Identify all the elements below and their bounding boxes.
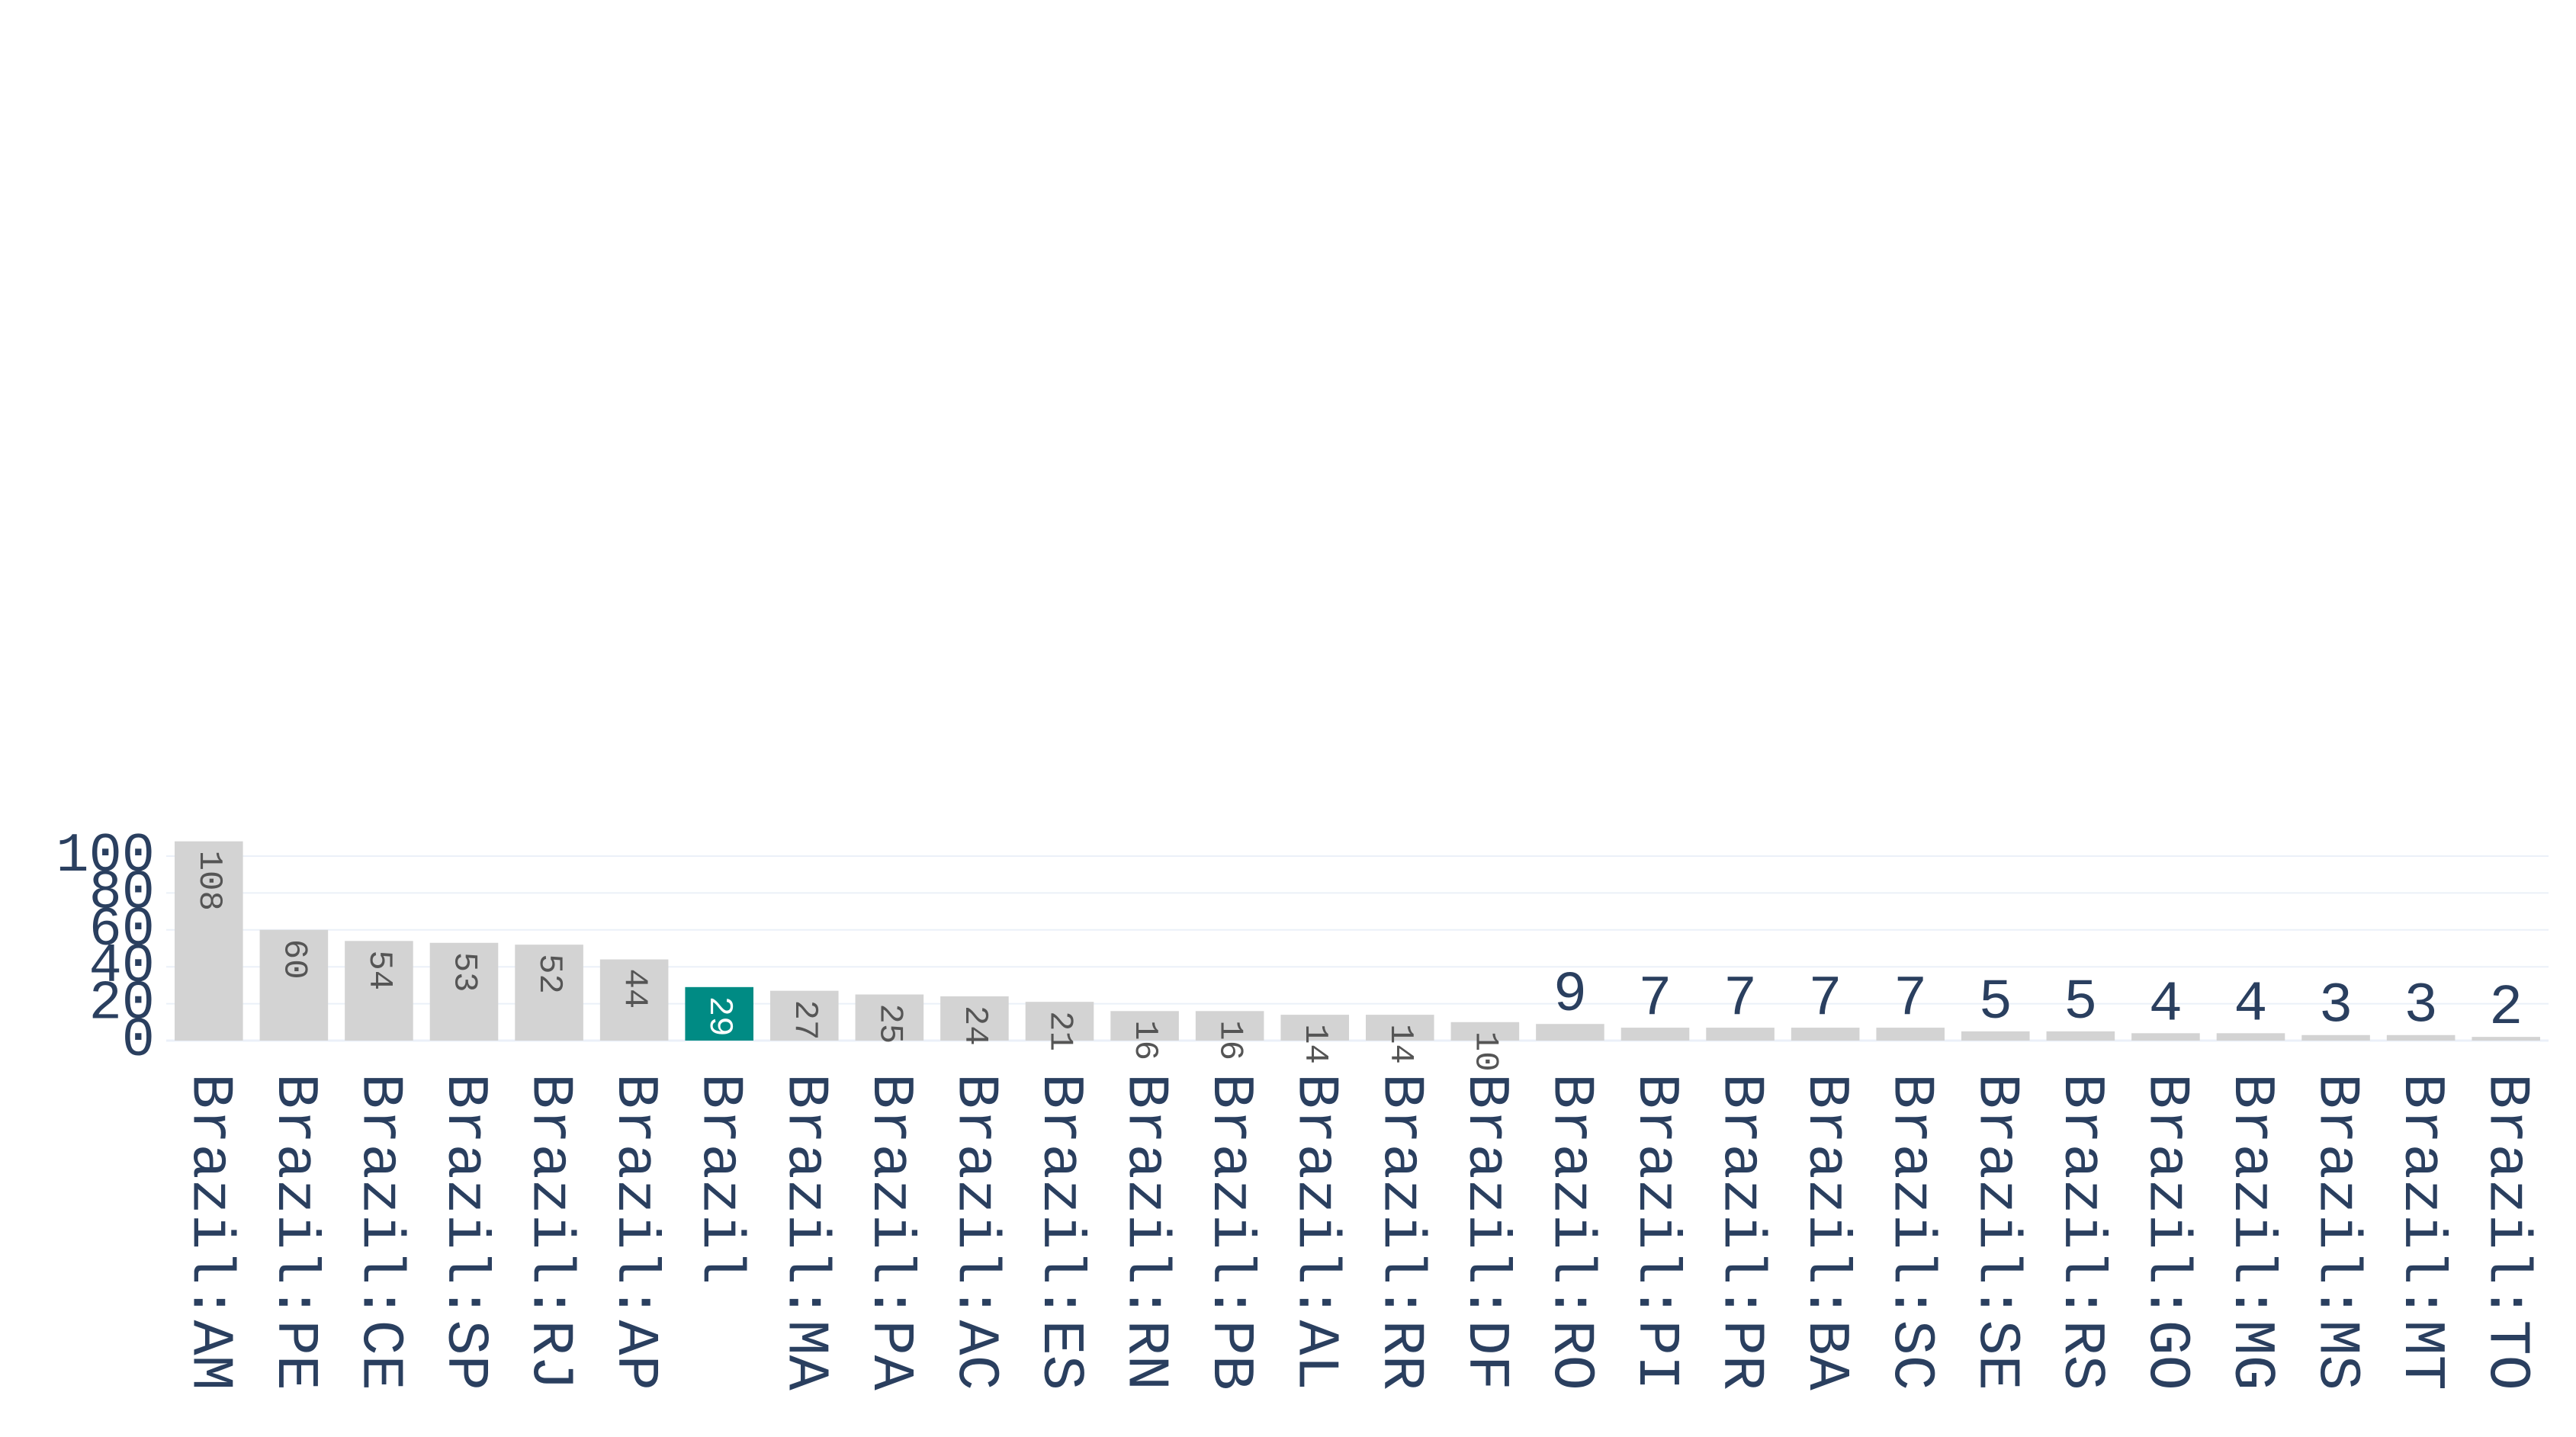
bar	[770, 990, 839, 1041]
x-tick-label: Brazil:PE	[261, 1073, 327, 1390]
data-label: 3	[2319, 975, 2353, 1039]
bar	[429, 942, 499, 1041]
x-tick-label: Brazil:MG	[2218, 1073, 2284, 1390]
data-label: 52	[530, 954, 568, 994]
bars	[175, 841, 2540, 1041]
x-tick-label: Brazil:GO	[2132, 1073, 2199, 1390]
bar	[2046, 1031, 2115, 1041]
bar	[1025, 1002, 1094, 1041]
y-tick-label: 0	[122, 1009, 155, 1072]
x-tick-label: Brazil:CE	[345, 1073, 412, 1390]
bar	[1620, 1028, 1690, 1041]
x-tick-label: Brazil:PA	[856, 1073, 923, 1391]
data-label: 10	[1466, 1031, 1504, 1072]
x-tick-label: Brazil:RR	[1367, 1073, 1433, 1390]
x-tick-label: Brazil:PI	[1622, 1073, 1688, 1390]
bar	[685, 986, 753, 1041]
bar	[345, 941, 413, 1041]
x-tick-label: Brazil:MS	[2303, 1073, 2369, 1390]
bar	[515, 945, 583, 1041]
data-label: 3	[2404, 975, 2437, 1039]
data-label: 24	[956, 1006, 994, 1046]
data-label: 7	[1638, 967, 1672, 1031]
data-label: 44	[615, 969, 654, 1009]
bar	[1791, 1028, 1860, 1041]
data-label: 5	[1979, 971, 2012, 1035]
bar	[2301, 1034, 2370, 1041]
data-label: 27	[785, 1000, 824, 1041]
x-tick-label: Brazil:AL	[1282, 1073, 1348, 1390]
bar	[1876, 1028, 1945, 1041]
x-axis-tick-labels: Brazil:AM Brazil:PE Brazil:CE Brazil:SP Braz…	[175, 1073, 2539, 1391]
x-tick-label: Brazil:AP	[601, 1073, 667, 1390]
data-label: 2	[2489, 977, 2523, 1041]
y-tick-label: 100	[56, 825, 155, 887]
y-tick-label: 60	[89, 899, 155, 961]
x-tick-label: Brazil:RO	[1537, 1073, 1603, 1390]
data-label: 4	[2149, 973, 2183, 1037]
bar	[2216, 1033, 2285, 1041]
data-label: 16	[1211, 1020, 1249, 1060]
data-label: 5	[2064, 971, 2097, 1035]
x-tick-label: Brazil:AC	[941, 1073, 1007, 1390]
data-label: 16	[1126, 1020, 1164, 1060]
bar	[1195, 1011, 1264, 1041]
x-tick-label: Brazil:PR	[1707, 1073, 1774, 1390]
bar	[1280, 1015, 1349, 1041]
data-label: 4	[2234, 973, 2267, 1037]
bar	[2131, 1033, 2200, 1041]
x-tick-label: Brazil:BA	[1792, 1073, 1858, 1391]
data-label: 7	[1723, 967, 1757, 1031]
data-label: 7	[1893, 967, 1927, 1031]
y-tick-label: 20	[89, 973, 155, 1035]
x-tick-label: Brazil:RN	[1112, 1073, 1178, 1390]
data-label: 14	[1296, 1024, 1334, 1064]
x-tick-label: Brazil:MA	[771, 1073, 837, 1391]
bar	[2386, 1034, 2456, 1041]
data-label: 53	[445, 952, 483, 993]
x-tick-label: Brazil:AM	[175, 1073, 242, 1390]
x-tick-label: Brazil:PB	[1196, 1073, 1263, 1390]
x-tick-label: Brazil:RS	[2048, 1073, 2114, 1390]
bar	[599, 959, 669, 1041]
data-label: 25	[870, 1004, 908, 1044]
bar	[259, 929, 329, 1041]
data-label: 21	[1041, 1011, 1079, 1051]
bar	[1110, 1011, 1179, 1041]
data-label: 14	[1381, 1024, 1419, 1064]
bar	[2472, 1037, 2540, 1041]
data-label: 29	[700, 996, 738, 1037]
x-tick-label: Brazil:ES	[1026, 1073, 1093, 1390]
x-tick-label: Brazil:TO	[2473, 1073, 2539, 1390]
x-tick-label: Brazil:MT	[2388, 1073, 2454, 1390]
bar	[1450, 1022, 1520, 1041]
y-tick-label: 80	[89, 861, 155, 924]
y-tick-label: 40	[89, 935, 155, 998]
x-tick-label: Brazil:SE	[1962, 1073, 2028, 1390]
x-tick-label: Brazil:SC	[1877, 1073, 1944, 1390]
data-label: 9	[1553, 964, 1587, 1028]
bar	[1706, 1028, 1775, 1041]
data-label: 7	[1808, 967, 1842, 1031]
bar	[1366, 1015, 1434, 1041]
x-tick-label: Brazil:DF	[1452, 1073, 1518, 1390]
data-label: 108	[190, 851, 228, 911]
bar	[1961, 1031, 2030, 1041]
bar	[175, 841, 243, 1041]
data-label: 54	[360, 950, 398, 990]
bar	[940, 996, 1009, 1041]
bar	[855, 994, 924, 1041]
bar	[1536, 1024, 1604, 1041]
x-tick-label: Brazil	[686, 1073, 753, 1285]
data-label: 60	[275, 939, 313, 980]
x-tick-label: Brazil:SP	[431, 1073, 497, 1390]
x-tick-label: Brazil:RJ	[516, 1073, 583, 1390]
